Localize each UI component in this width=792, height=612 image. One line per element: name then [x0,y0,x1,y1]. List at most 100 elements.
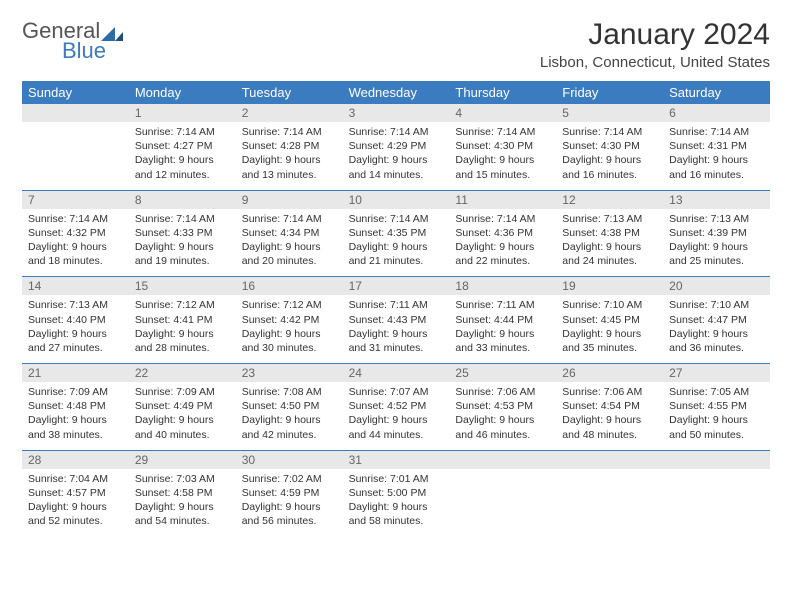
day-number: 22 [129,364,236,382]
day-number: 21 [22,364,129,382]
daylight-text: Daylight: 9 hours and 54 minutes. [135,500,230,528]
day-number: 3 [343,104,450,122]
sunrise-text: Sunrise: 7:04 AM [28,472,123,486]
sunset-text: Sunset: 4:41 PM [135,313,230,327]
week-body-row: Sunrise: 7:09 AMSunset: 4:48 PMDaylight:… [22,382,770,450]
day-number: 27 [663,364,770,382]
day-number: 25 [449,364,556,382]
sunrise-text: Sunrise: 7:05 AM [669,385,764,399]
day-cell: Sunrise: 7:14 AMSunset: 4:29 PMDaylight:… [343,122,450,190]
day-header-fri: Friday [556,81,663,104]
sunset-text: Sunset: 4:52 PM [349,399,444,413]
sunrise-text: Sunrise: 7:14 AM [562,125,657,139]
day-cell: Sunrise: 7:01 AMSunset: 5:00 PMDaylight:… [343,469,450,537]
sunrise-text: Sunrise: 7:01 AM [349,472,444,486]
day-number: 18 [449,277,556,295]
day-number: 13 [663,191,770,209]
daylight-text: Daylight: 9 hours and 21 minutes. [349,240,444,268]
day-header-thu: Thursday [449,81,556,104]
day-cell: Sunrise: 7:07 AMSunset: 4:52 PMDaylight:… [343,382,450,450]
day-cell: Sunrise: 7:14 AMSunset: 4:34 PMDaylight:… [236,209,343,277]
day-number: 7 [22,191,129,209]
sunset-text: Sunset: 4:43 PM [349,313,444,327]
sunset-text: Sunset: 4:50 PM [242,399,337,413]
sunset-text: Sunset: 4:39 PM [669,226,764,240]
sunrise-text: Sunrise: 7:06 AM [562,385,657,399]
day-cell: Sunrise: 7:14 AMSunset: 4:32 PMDaylight:… [22,209,129,277]
day-cell: Sunrise: 7:11 AMSunset: 4:44 PMDaylight:… [449,295,556,363]
week-body-row: Sunrise: 7:14 AM Sunset: 4:27 PM Daylight:… [22,122,770,190]
day-cell: Sunrise: 7:09 AMSunset: 4:48 PMDaylight:… [22,382,129,450]
day-cell: Sunrise: 7:08 AMSunset: 4:50 PMDaylight:… [236,382,343,450]
sunset-text: Sunset: 4:34 PM [242,226,337,240]
sunrise-text: Sunrise: 7:13 AM [562,212,657,226]
day-number: 31 [343,451,450,469]
day-cell: Sunrise: 7:05 AMSunset: 4:55 PMDaylight:… [663,382,770,450]
sunset-text: Sunset: 4:57 PM [28,486,123,500]
day-header-sat: Saturday [663,81,770,104]
day-number: 23 [236,364,343,382]
sunrise-text: Sunrise: 7:14 AM [455,125,550,139]
day-number: 30 [236,451,343,469]
day-number: 1 [129,104,236,122]
daylight-text: Daylight: 9 hours and 16 minutes. [669,153,764,181]
daylight-text: Daylight: 9 hours and 42 minutes. [242,413,337,441]
daynum-row: 28293031 [22,451,770,469]
sunrise-text: Sunrise: 7:10 AM [669,298,764,312]
sunset-text: Sunset: 4:55 PM [669,399,764,413]
day-number: 8 [129,191,236,209]
daylight-text: Daylight: 9 hours and 46 minutes. [455,413,550,441]
daylight-text: Daylight: 9 hours and 25 minutes. [669,240,764,268]
sunset-text: Sunset: 4:35 PM [349,226,444,240]
day-number: 28 [22,451,129,469]
sunset-text: Sunset: 4:42 PM [242,313,337,327]
day-cell: Sunrise: 7:13 AMSunset: 4:40 PMDaylight:… [22,295,129,363]
sunset-text: Sunset: 4:38 PM [562,226,657,240]
sunset-text: Sunset: 4:48 PM [28,399,123,413]
day-cell: Sunrise: 7:14 AMSunset: 4:27 PMDaylight:… [129,122,236,190]
sunrise-text: Sunrise: 7:03 AM [135,472,230,486]
sunrise-text: Sunrise: 7:14 AM [349,125,444,139]
daylight-text: Daylight: 9 hours and 13 minutes. [242,153,337,181]
day-header-mon: Monday [129,81,236,104]
day-cell: Sunrise: 7:14 AMSunset: 4:31 PMDaylight:… [663,122,770,190]
daylight-text: Daylight: 9 hours and 15 minutes. [455,153,550,181]
sunrise-text: Sunrise: 7:13 AM [28,298,123,312]
daylight-text: Daylight: 9 hours and 35 minutes. [562,327,657,355]
day-cell [556,469,663,537]
sunset-text: Sunset: 4:59 PM [242,486,337,500]
day-number: 11 [449,191,556,209]
day-number: 2 [236,104,343,122]
day-cell [22,122,129,190]
sunset-text: Sunset: 4:45 PM [562,313,657,327]
daylight-text: Daylight: 9 hours and 27 minutes. [28,327,123,355]
sunset-text: Sunset: 4:36 PM [455,226,550,240]
sunset-text: Sunset: 4:40 PM [28,313,123,327]
sunset-text: Sunset: 4:32 PM [28,226,123,240]
day-cell: Sunrise: 7:14 AMSunset: 4:33 PMDaylight:… [129,209,236,277]
day-number [556,451,663,469]
title-block: January 2024 Lisbon, Connecticut, United… [540,18,770,71]
sunset-text: Sunset: 4:47 PM [669,313,764,327]
sunset-text: Sunset: 4:30 PM [455,139,550,153]
day-cell [449,469,556,537]
day-number: 6 [663,104,770,122]
daylight-text: Daylight: 9 hours and 50 minutes. [669,413,764,441]
daylight-text: Daylight: 9 hours and 44 minutes. [349,413,444,441]
day-number [663,451,770,469]
sunrise-text: Sunrise: 7:11 AM [455,298,550,312]
day-cell: Sunrise: 7:13 AMSunset: 4:39 PMDaylight:… [663,209,770,277]
sunrise-text: Sunrise: 7:14 AM [242,125,337,139]
day-header-sun: Sunday [22,81,129,104]
day-cell: Sunrise: 7:14 AMSunset: 4:30 PMDaylight:… [556,122,663,190]
day-number: 15 [129,277,236,295]
sunrise-text: Sunrise: 7:11 AM [349,298,444,312]
day-header-wed: Wednesday [343,81,450,104]
day-cell: Sunrise: 7:09 AMSunset: 4:49 PMDaylight:… [129,382,236,450]
daynum-row: 123456 [22,104,770,122]
daylight-text: Daylight: 9 hours and 28 minutes. [135,327,230,355]
sunrise-text: Sunrise: 7:06 AM [455,385,550,399]
sunset-text: Sunset: 4:27 PM [135,139,230,153]
sunrise-text: Sunrise: 7:14 AM [28,212,123,226]
sunrise-text: Sunrise: 7:02 AM [242,472,337,486]
